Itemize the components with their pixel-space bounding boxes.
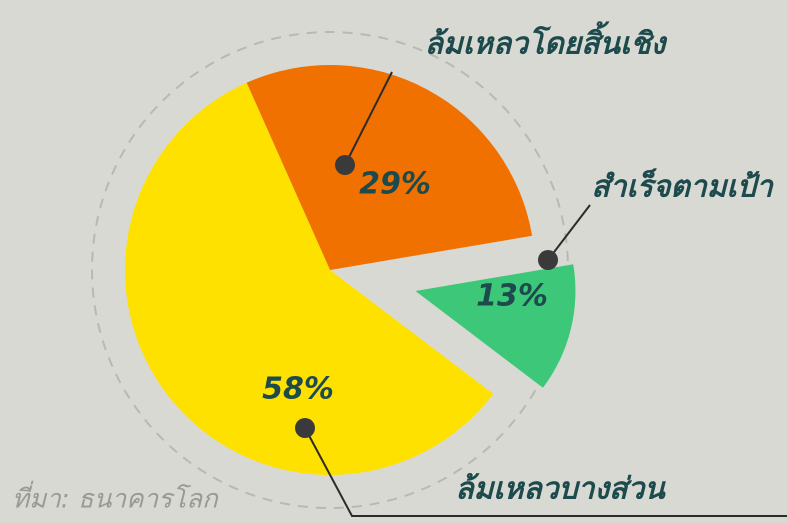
category-label: สำเร็จตามเป้า	[591, 168, 774, 205]
pie-slice	[124, 82, 494, 476]
category-label: ล้มเหลวโดยสิ้นเชิง	[425, 21, 668, 62]
leader-line	[344, 71, 393, 166]
leader-line	[304, 427, 787, 517]
labels: 29% ล้มเหลวโดยสิ้นเชิง 13% สำเร็จตามเป้า 58%…	[262, 21, 787, 517]
value-label: 58%	[262, 372, 334, 407]
leader-dot	[295, 418, 315, 438]
value-label: 29%	[359, 167, 431, 202]
value-label: 13%	[476, 279, 548, 314]
leader-line	[547, 204, 591, 261]
pie-slice	[246, 64, 533, 270]
slices	[124, 64, 576, 476]
leader-dot	[335, 155, 355, 175]
source: ที่มา: ธนาคารโลก	[12, 481, 219, 515]
category-label: ล้มเหลวบางส่วน	[455, 472, 666, 507]
leader-dot	[538, 250, 558, 270]
pie-slice	[415, 264, 576, 388]
